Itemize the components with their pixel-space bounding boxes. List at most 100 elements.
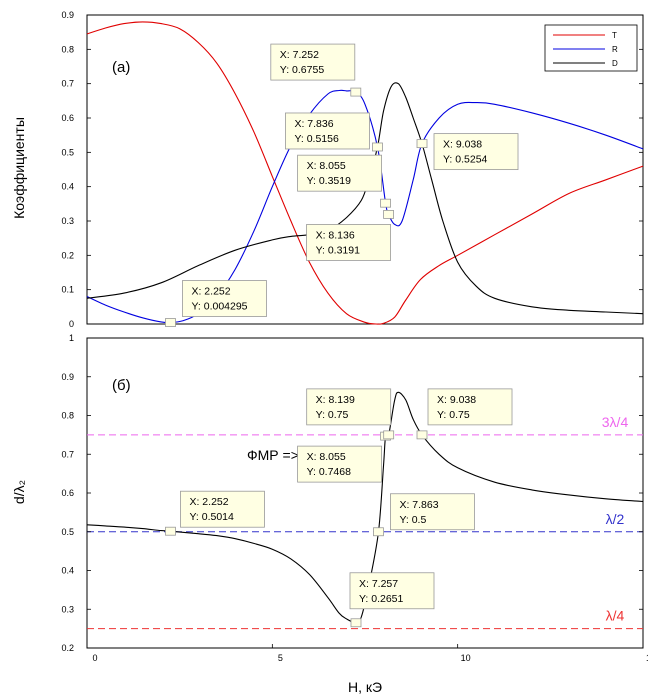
- bot-datatip-5[interactable]: X: 9.038 Y: 0.75: [416, 388, 513, 440]
- bot-datatip-marker[interactable]: [350, 618, 362, 628]
- bot-ytick-label: 0.3: [61, 604, 74, 614]
- top-ytick-label: 0.9: [61, 10, 74, 20]
- top-datatip-y-text: Y: 0.5254: [443, 154, 488, 166]
- bot-datatip-x-text: X: 8.055: [307, 451, 346, 463]
- x-axis-label: H, кЭ: [348, 679, 382, 695]
- top-datatip-marker[interactable]: [416, 139, 428, 149]
- bot-datatip-0[interactable]: X: 2.252 Y: 0.5014: [165, 490, 265, 536]
- bot-ytick-label: 0.6: [61, 488, 74, 498]
- fmr-annotation: ФМР =>: [247, 447, 299, 463]
- xtick-label: 5: [278, 653, 283, 663]
- top-datatip-y-text: Y: 0.6755: [280, 64, 325, 76]
- top-datatip-y-text: Y: 0.004295: [191, 301, 247, 313]
- top-datatip-x-text: X: 7.836: [294, 118, 333, 130]
- top-datatip-y-text: Y: 0.3519: [307, 175, 352, 187]
- bot-datatip-y-text: Y: 0.5: [399, 514, 426, 526]
- top-ytick-label: 0.1: [61, 285, 74, 295]
- bot-datatip-marker[interactable]: [383, 430, 395, 440]
- top-datatip-2[interactable]: X: 7.836 Y: 0.5156: [285, 112, 383, 152]
- top-datatip-5[interactable]: X: 9.038 Y: 0.5254: [416, 133, 519, 171]
- top-ytick-label: 0.6: [61, 113, 74, 123]
- bottom-panel-label: (б): [112, 377, 131, 394]
- reference-line-label-2: λ/4: [606, 608, 625, 624]
- bot-datatip-box: [349, 572, 435, 610]
- xtick-label: 10: [461, 653, 471, 663]
- bot-datatip-marker[interactable]: [373, 527, 384, 537]
- top-datatip-x-text: X: 9.038: [443, 139, 482, 151]
- bot-datatip-y-text: Y: 0.5014: [189, 511, 234, 523]
- bot-datatip-y-text: Y: 0.75: [316, 409, 349, 421]
- bot-datatip-x-text: X: 2.252: [189, 496, 228, 508]
- top-datatip-box: [433, 133, 519, 171]
- bottom-y-ticks: 0.2 0.3 0.4 0.5 0.6 0.7 0.8 0.9 1: [61, 333, 643, 653]
- bot-datatip-marker[interactable]: [416, 430, 428, 440]
- top-y-axis-label: Коэффициенты: [11, 117, 27, 219]
- xtick-label: 15: [646, 653, 648, 663]
- bottom-series-group: [86, 391, 644, 624]
- reference-line-label-1: λ/2: [606, 511, 625, 527]
- bot-datatip-y-text: Y: 0.7468: [307, 466, 352, 478]
- top-series-line-2: [86, 82, 644, 315]
- legend: T R D: [544, 24, 638, 72]
- top-datatip-box: [182, 280, 267, 317]
- top-panel-label: (а): [112, 59, 130, 76]
- top-datatip-box: [297, 154, 382, 192]
- legend-label-D: D: [612, 59, 618, 68]
- top-datatip-x-text: X: 2.252: [191, 286, 230, 298]
- top-datatip-1[interactable]: X: 7.252 Y: 0.6755: [270, 43, 362, 97]
- xtick-label: 0: [92, 653, 97, 663]
- top-series-line-0: [86, 21, 644, 325]
- legend-box: [544, 24, 638, 72]
- bot-datatip-box: [390, 493, 475, 531]
- bottom-panel: 3λ/4 λ/2 λ/4 0.2 0.3 0.4 0.5 0.6 0.7 0.8 0.9 1 0 5 1…: [11, 333, 648, 695]
- top-ytick-label: 0.8: [61, 44, 74, 54]
- bot-datatip-x-text: X: 9.038: [437, 394, 476, 406]
- bot-datatip-box: [297, 445, 382, 483]
- top-panel: 0 0.1 0.2 0.3 0.4 0.5 0.6 0.7 0.8 0.9 (а) Коэффиц…: [11, 10, 644, 329]
- top-datatip-x-text: X: 7.252: [280, 49, 319, 61]
- bot-ytick-label: 0.7: [61, 449, 74, 459]
- bot-datatip-x-text: X: 7.257: [359, 578, 398, 590]
- top-datatip-4[interactable]: X: 8.136 Y: 0.3191: [306, 210, 394, 261]
- top-ytick-label: 0.5: [61, 147, 74, 157]
- reference-line-label-0: 3λ/4: [602, 414, 629, 430]
- top-datatip-x-text: X: 8.136: [316, 229, 355, 241]
- bot-datatip-x-text: X: 8.139: [316, 394, 355, 406]
- top-datatip-x-text: X: 8.055: [307, 160, 346, 172]
- top-datatip-y-text: Y: 0.5156: [294, 133, 339, 145]
- bot-datatip-2[interactable]: X: 7.863 Y: 0.5: [373, 493, 475, 537]
- top-datatip-marker[interactable]: [350, 87, 362, 97]
- bot-ytick-label: 0.5: [61, 527, 74, 537]
- bot-datatip-marker[interactable]: [165, 526, 176, 536]
- bottom-x-ticks: 0 5 10 15: [86, 644, 648, 663]
- top-datatip-3[interactable]: X: 8.055 Y: 0.3519: [297, 154, 391, 208]
- bottom-datatips: X: 2.252 Y: 0.5014 X: 7.257 Y: 0.2651 X: 7.8…: [165, 388, 513, 628]
- bot-ytick-label: 0.2: [61, 643, 74, 653]
- top-datatip-box: [306, 224, 391, 261]
- bot-ytick-label: 1: [69, 333, 74, 343]
- legend-label-T: T: [612, 31, 617, 40]
- top-ytick-label: 0.3: [61, 216, 74, 226]
- bot-ytick-label: 0.4: [61, 566, 74, 576]
- top-ytick-label: 0.2: [61, 250, 74, 260]
- bot-datatip-4[interactable]: X: 8.139 Y: 0.75: [306, 388, 395, 440]
- top-y-ticks: 0 0.1 0.2 0.3 0.4 0.5 0.6 0.7 0.8 0.9: [61, 10, 643, 329]
- legend-label-R: R: [612, 45, 618, 54]
- top-ytick-label: 0.7: [61, 79, 74, 89]
- bot-datatip-box: [180, 490, 265, 528]
- top-datatip-box: [285, 112, 370, 150]
- top-datatip-marker[interactable]: [380, 198, 391, 208]
- top-datatip-marker[interactable]: [165, 318, 176, 327]
- top-datatip-y-text: Y: 0.3191: [316, 244, 361, 256]
- top-datatip-marker[interactable]: [372, 142, 383, 152]
- bot-datatip-y-text: Y: 0.75: [437, 409, 470, 421]
- bot-datatip-x-text: X: 7.863: [399, 499, 438, 511]
- bot-ytick-label: 0.8: [61, 411, 74, 421]
- bot-datatip-1[interactable]: X: 7.257 Y: 0.2651: [349, 572, 435, 628]
- top-datatip-marker[interactable]: [383, 210, 394, 219]
- bot-datatip-3[interactable]: X: 8.055 Y: 0.7468: [297, 431, 391, 483]
- bot-ytick-label: 0.9: [61, 372, 74, 382]
- top-datatip-0[interactable]: X: 2.252 Y: 0.004295: [165, 280, 267, 327]
- bot-datatip-box: [427, 388, 513, 426]
